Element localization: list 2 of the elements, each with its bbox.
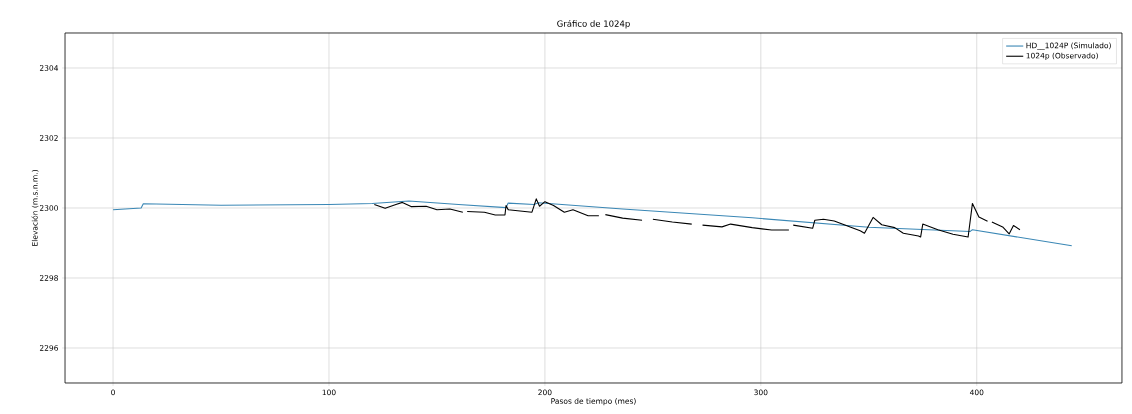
chart-title: Gráfico de 1024p bbox=[557, 19, 630, 29]
line-series bbox=[112, 200, 1073, 247]
